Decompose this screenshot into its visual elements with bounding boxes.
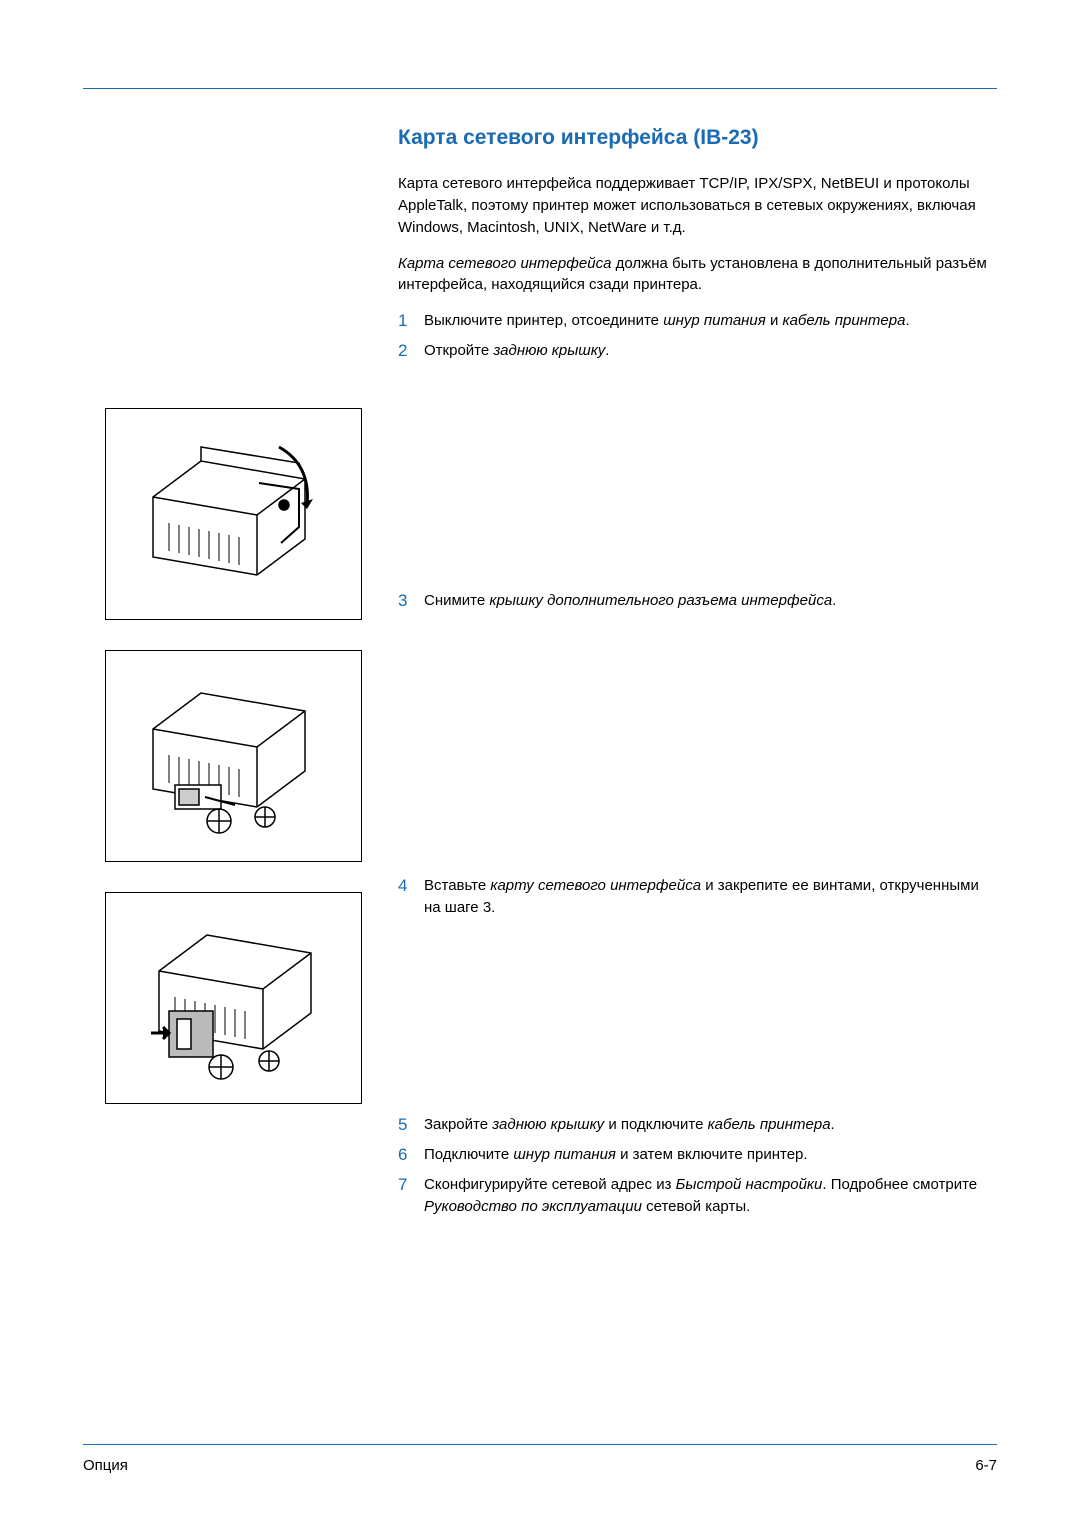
step-number: 6 [398, 1144, 410, 1166]
printer-back-cover-open-icon [129, 427, 339, 602]
step-1: 1 Выключите принтер, отсоедините шнур пи… [398, 310, 997, 332]
footer-right: 6-7 [975, 1455, 997, 1477]
steps-list: 1 Выключите принтер, отсоедините шнур пи… [398, 310, 997, 362]
step-number: 3 [398, 590, 410, 612]
step-text: Подключите шнур питания и затем включите… [424, 1144, 997, 1166]
spacer [398, 620, 997, 875]
figure-2 [105, 650, 362, 862]
content-columns: Карта сетевого интерфейса (IB-23) Карта … [83, 123, 997, 1226]
step-5: 5 Закройте заднюю крышку и подключите ка… [398, 1114, 997, 1136]
step-4: 4 Вставьте карту сетевого интерфейса и з… [398, 875, 997, 919]
printer-remove-slot-cover-icon [129, 669, 339, 844]
footer-row: Опция 6-7 [83, 1455, 997, 1477]
footer-rule [83, 1444, 997, 1445]
install-note-lead: Карта сетевого интерфейса [398, 255, 611, 272]
figure-3 [105, 892, 362, 1104]
step-text: Сконфигурируйте сетевой адрес из Быстрой… [424, 1174, 997, 1218]
step-number: 7 [398, 1174, 410, 1196]
step-text: Выключите принтер, отсоедините шнур пита… [424, 310, 997, 332]
install-note: Карта сетевого интерфейса должна быть ус… [398, 253, 997, 297]
footer-left: Опция [83, 1455, 128, 1477]
page: Карта сетевого интерфейса (IB-23) Карта … [0, 0, 1080, 1527]
spacer [398, 927, 997, 1114]
intro-paragraph: Карта сетевого интерфейса поддерживает T… [398, 173, 997, 238]
step-number: 4 [398, 875, 410, 897]
top-rule [83, 88, 997, 89]
step-text: Снимите крышку дополнительного разъема и… [424, 590, 997, 612]
steps-list: 3 Снимите крышку дополнительного разъема… [398, 590, 997, 612]
spacer [398, 370, 997, 590]
step-text: Откройте заднюю крышку. [424, 340, 997, 362]
section-heading: Карта сетевого интерфейса (IB-23) [398, 123, 997, 153]
step-text: Закройте заднюю крышку и подключите кабе… [424, 1114, 997, 1136]
step-7: 7 Сконфигурируйте сетевой адрес из Быстр… [398, 1174, 997, 1218]
step-2: 2 Откройте заднюю крышку. [398, 340, 997, 362]
figure-1 [105, 408, 362, 620]
text-column: Карта сетевого интерфейса (IB-23) Карта … [398, 123, 997, 1226]
steps-list: 5 Закройте заднюю крышку и подключите ка… [398, 1114, 997, 1218]
printer-insert-card-icon [129, 911, 339, 1086]
step-3: 3 Снимите крышку дополнительного разъема… [398, 590, 997, 612]
step-6: 6 Подключите шнур питания и затем включи… [398, 1144, 997, 1166]
figure-gap [83, 123, 368, 408]
step-number: 1 [398, 310, 410, 332]
step-text: Вставьте карту сетевого интерфейса и зак… [424, 875, 997, 919]
figures-column [83, 123, 368, 1226]
page-footer: Опция 6-7 [83, 1444, 997, 1477]
step-number: 2 [398, 340, 410, 362]
step-number: 5 [398, 1114, 410, 1136]
steps-list: 4 Вставьте карту сетевого интерфейса и з… [398, 875, 997, 919]
